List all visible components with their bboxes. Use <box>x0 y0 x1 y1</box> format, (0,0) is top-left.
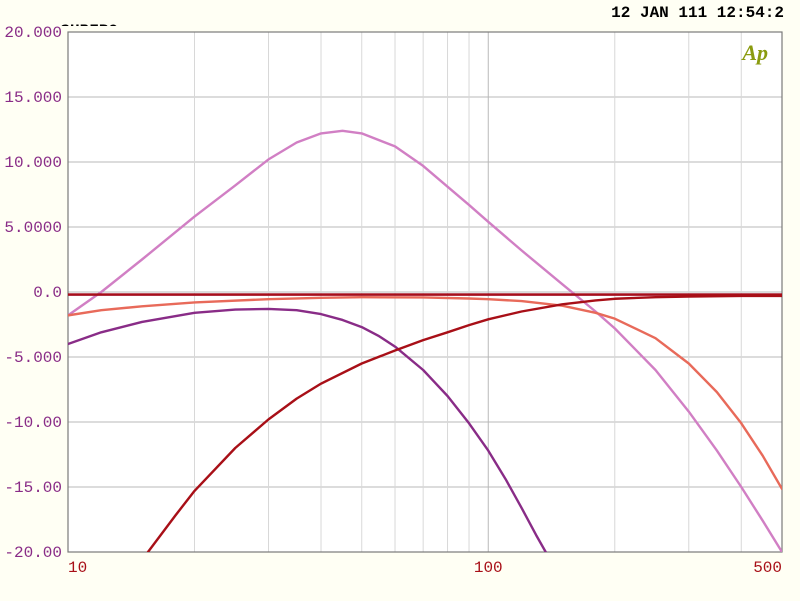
y-tick-label: -15.00 <box>4 479 62 497</box>
header-timestamp: 12 JAN 111 12:54:2 <box>611 4 784 22</box>
y-tick-label: -5.000 <box>4 349 62 367</box>
x-tick-label: 100 <box>474 559 503 577</box>
y-tick-label: 0.0 <box>33 284 62 302</box>
y-tick-label: 10.000 <box>4 154 62 172</box>
y-tick-label: 20.000 <box>4 26 62 42</box>
y-tick-label: 15.000 <box>4 89 62 107</box>
x-tick-label: 10 <box>68 559 87 577</box>
y-tick-label: 5.0000 <box>4 219 62 237</box>
chart-header: SUBFRQ AMPL(dBr) vs FREQ(Hz) 12 JAN 111 … <box>0 4 800 26</box>
x-tick-label: 500 <box>753 559 782 577</box>
chart-area: -20.00 -15.00 -10.00 -5.000 0.0 5.0000 10.000 1… <box>0 26 800 586</box>
branding-logo: Ap <box>740 40 768 65</box>
y-tick-label: -10.00 <box>4 414 62 432</box>
y-tick-label: -20.00 <box>4 544 62 562</box>
chart-svg: -20.00 -15.00 -10.00 -5.000 0.0 5.0000 10.000 1… <box>0 26 800 586</box>
